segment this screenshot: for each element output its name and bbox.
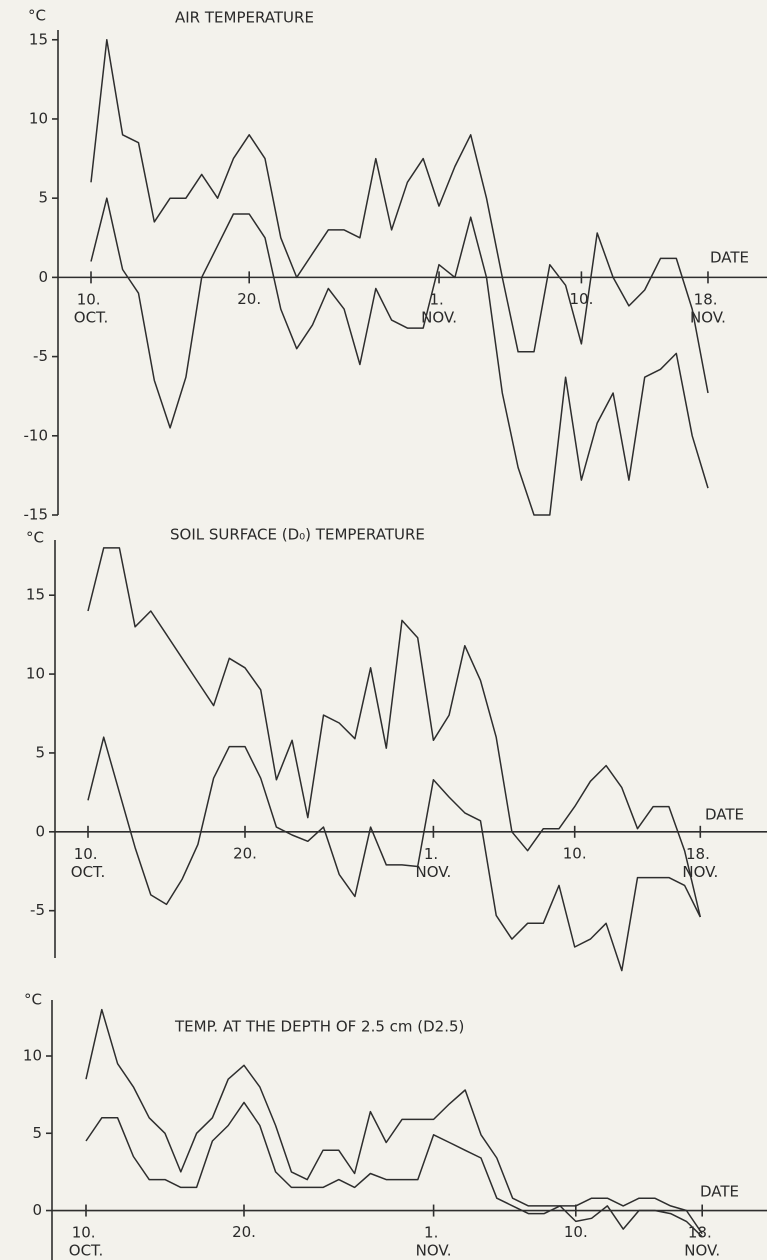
x-tick-label: 18. NOV. [690,290,726,326]
y-tick-label: 5 [38,189,48,207]
y-tick-label: -15 [24,506,49,524]
y-tick-label: 5 [35,743,45,761]
chart-title: SOIL SURFACE (D₀) TEMPERATURE [170,526,425,544]
x-axis-label: DATE [710,249,749,267]
x-tick-label: 18. NOV. [684,1223,720,1259]
x-tick-label: 20. [232,1223,256,1241]
x-tick-label-line: NOV. [421,308,457,326]
y-tick-label: 0 [38,268,48,286]
y-tick-label: 15 [29,30,48,48]
y-axis-label: °C [24,991,42,1009]
x-tick-label: 10. OCT. [69,1223,103,1259]
x-tick-label: 10. [564,1223,588,1241]
x-tick-label-line: 1. [429,290,448,308]
chart-title: TEMP. AT THE DEPTH OF 2.5 cm (D2.5) [174,1018,464,1036]
x-tick-label: 20. [233,844,257,862]
x-tick-label-line: NOV. [416,1241,452,1259]
x-axis-label: DATE [705,806,744,824]
x-tick-label-line: OCT. [74,308,108,326]
y-tick-label: 15 [26,586,45,604]
y-tick-label: -5 [33,347,48,365]
y-tick-label: -10 [24,426,49,444]
x-tick-label-line: 18. [688,1223,717,1241]
x-tick-label-line: 1. [424,1223,443,1241]
x-tick-label-line: OCT. [69,1241,103,1259]
y-tick-label: 0 [32,1201,42,1219]
x-tick-label: 1. NOV. [415,844,451,880]
y-tick-label: -5 [30,901,45,919]
x-tick-label: 18. NOV. [682,844,718,880]
x-tick-label-line: 18. [694,290,723,308]
y-tick-label: 10 [29,109,48,127]
x-tick-label: 10. [563,844,587,862]
x-tick-label: 20. [237,290,261,308]
data-line [85,1101,703,1238]
x-tick-label: 1. NOV. [416,1223,452,1259]
x-tick-label-line: 10. [74,844,103,862]
x-tick-label-line: OCT. [71,862,105,880]
y-tick-label: 10 [26,665,45,683]
data-line [90,197,709,516]
data-line [90,39,709,394]
x-tick-label: 10. [569,290,593,308]
x-axis-label: DATE [700,1183,739,1201]
x-tick-label-line: NOV. [682,862,718,880]
data-line [87,736,701,972]
y-tick-label: 5 [32,1124,42,1142]
x-tick-label-line: 10. [77,290,106,308]
y-axis-label: °C [28,7,46,25]
data-line [85,1008,703,1235]
x-tick-label-line: 1. [424,844,443,862]
x-tick-label: 10. OCT. [74,290,108,326]
x-tick-label: 10. OCT. [71,844,105,880]
x-tick-label-line: 18. [686,844,715,862]
x-tick-label-line: NOV. [415,862,451,880]
data-line [87,547,702,918]
y-tick-label: 10 [23,1047,42,1065]
x-tick-label: 1. NOV. [421,290,457,326]
y-tick-label: 0 [35,822,45,840]
x-tick-label-line: NOV. [690,308,726,326]
x-tick-label-line: 10. [72,1223,101,1241]
y-axis-label: °C [26,529,44,547]
x-tick-label-line: NOV. [684,1241,720,1259]
chart-title: AIR TEMPERATURE [175,9,314,27]
